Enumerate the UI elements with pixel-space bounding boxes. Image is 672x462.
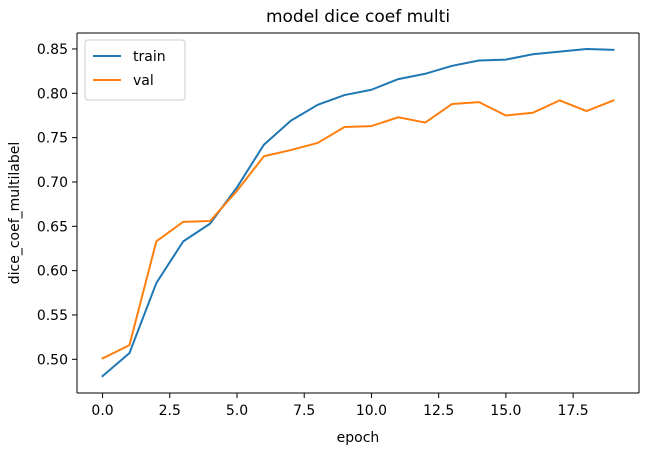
y-axis-label: dice_coef_multilabel	[7, 142, 23, 285]
x-axis-label: epoch	[337, 430, 380, 446]
plot-area: 0.0 2.5 5.0 7.5 10.0 12.5 15.0 17.5 0.50 0.55 0.60…	[37, 32, 640, 419]
x-tick-label: 10.0	[356, 403, 387, 419]
y-tick-label: 0.75	[37, 131, 68, 147]
y-tick-label: 0.70	[37, 175, 68, 191]
legend: train val	[84, 39, 186, 101]
x-tick-label: 12.5	[423, 403, 454, 419]
x-tick-label: 2.5	[159, 403, 181, 419]
legend-label-train: train	[133, 49, 166, 65]
y-tick-label: 0.55	[37, 308, 68, 324]
x-tick-label: 7.5	[293, 403, 315, 419]
series-line-val	[101, 99, 615, 360]
series-line-train	[101, 47, 615, 378]
x-tick-label: 17.5	[558, 403, 589, 419]
chart-title: model dice coef multi	[266, 7, 450, 27]
y-tick-label: 0.50	[37, 352, 68, 368]
y-tick-label: 0.60	[37, 264, 68, 280]
y-tick-label: 0.85	[37, 42, 68, 58]
x-tick-label: 0.0	[91, 403, 113, 419]
y-tick-label: 0.80	[37, 86, 68, 102]
x-tick-label: 5.0	[226, 403, 248, 419]
y-tick-label: 0.65	[37, 219, 68, 235]
x-tick-label: 15.0	[490, 403, 521, 419]
legend-label-val: val	[133, 73, 154, 89]
